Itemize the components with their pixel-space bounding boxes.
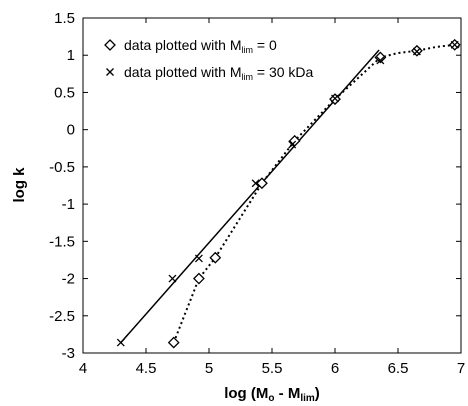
data-point-diamond: [256, 177, 268, 190]
data-point-x: [376, 56, 385, 65]
x-tick-label: 6: [331, 360, 339, 377]
x-tick-label: 4: [79, 360, 87, 377]
x-tick-label: 4.5: [136, 360, 157, 377]
data-point-x: [116, 338, 125, 347]
y-axis-title: log k: [11, 167, 28, 203]
data-point-x: [168, 274, 177, 283]
y-tick-label: -3: [62, 345, 75, 362]
y-tick-label: -1.5: [49, 233, 75, 250]
data-point-diamond: [193, 272, 205, 285]
y-tick-labels: -3 -2.5 -2 -1.5 -1 -0.5 0 0.5 1 1.5: [49, 10, 75, 362]
y-tick-label: 0: [67, 122, 75, 139]
data-point-x: [331, 94, 339, 103]
y-tick-label: -2.5: [49, 308, 75, 325]
y-tick-label: 1.5: [54, 10, 75, 27]
x-marker-stroke: [450, 40, 459, 49]
legend-diamond: [104, 39, 116, 51]
y-tick-label: -0.5: [49, 159, 75, 176]
legend-x: [106, 68, 114, 76]
x-tick-labels: 4 4.5 5 5.5 6 6.5 7: [79, 360, 465, 377]
y-tick-label: 0.5: [54, 84, 75, 101]
axis-ticks: [82, 17, 462, 354]
data-point-diamond: [288, 134, 301, 147]
x-tick-label: 6.5: [388, 360, 409, 377]
x-marker-stroke: [106, 68, 114, 76]
x-marker-stroke: [412, 47, 421, 56]
data-point-x: [288, 140, 297, 149]
legend-label-series-1: data plotted with Mlim = 0: [124, 37, 277, 55]
x-marker-stroke: [116, 338, 125, 347]
x-axis-title: log (Mo - Mlim): [224, 385, 320, 404]
data-point-x: [412, 47, 421, 56]
data-point-x: [450, 40, 459, 49]
legend-diamond-marker: [104, 39, 116, 51]
x-tick-label: 5: [205, 360, 213, 377]
data-lines: [120, 43, 462, 344]
x-marker-stroke: [194, 254, 203, 263]
y-tick-label: 1: [67, 47, 75, 64]
x-marker-stroke: [288, 140, 297, 149]
data-point-diamond: [209, 251, 222, 264]
legend-x-marker: [106, 68, 114, 76]
x-tick-label: 7: [457, 360, 465, 377]
x-marker-stroke: [168, 274, 177, 283]
legend: data plotted with Mlim = 0 data plotted …: [104, 37, 314, 82]
legend-item-series-2: data plotted with Mlim = 30 kDa: [106, 64, 314, 82]
data-point-x: [251, 179, 260, 188]
y-tick-label: -1: [62, 196, 75, 213]
data-markers: [116, 38, 461, 349]
solid-fit-line: [120, 49, 380, 344]
legend-label-series-2: data plotted with Mlim = 30 kDa: [124, 64, 314, 82]
x-tick-label: 5.5: [262, 360, 283, 377]
data-point-diamond: [167, 336, 180, 349]
x-marker-stroke: [251, 179, 260, 188]
data-point-diamond: [374, 51, 387, 64]
legend-item-series-1: data plotted with Mlim = 0: [104, 37, 277, 55]
y-tick-label: -2: [62, 271, 75, 288]
dotted-fit-line: [172, 43, 462, 343]
x-marker-stroke: [331, 94, 339, 103]
data-point-x: [194, 254, 203, 263]
x-marker-stroke: [376, 56, 385, 65]
